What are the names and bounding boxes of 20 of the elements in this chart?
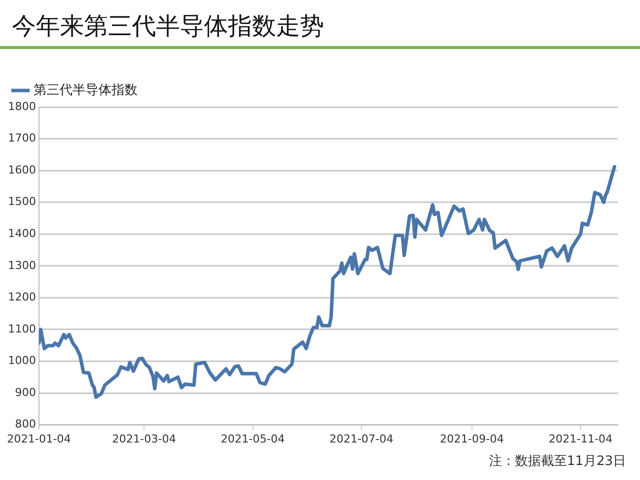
text: 注：数据截至11月23日: [488, 453, 626, 470]
x-tick-label: 2021-07-04: [329, 432, 394, 446]
x-tick-label: 2021-09-04: [440, 432, 504, 446]
y-tick-label: 1800: [8, 100, 36, 113]
x-tick-label: 2021-05-04: [220, 432, 285, 446]
y-tick-label: 1400: [8, 226, 36, 240]
y-tick-label: 1000: [8, 354, 36, 368]
x-tick-label: 2021-01-04: [6, 432, 71, 446]
legend-label: 第三代半导体指数: [34, 82, 138, 98]
y-tick-label: 900: [14, 386, 36, 399]
chart-title: 今年来第三代半导体指数走势: [12, 11, 324, 42]
x-tick-label: 2021-03-04: [112, 432, 176, 446]
y-tick-label: 1300: [8, 258, 36, 272]
y-tick-label: 1500: [8, 195, 36, 208]
x-tick-label: 2021-11-04: [548, 432, 613, 446]
y-tick-label: 1100: [8, 322, 36, 336]
y-tick-label: 1700: [8, 132, 36, 145]
y-tick-label: 1600: [8, 163, 36, 176]
y-tick-label: 1200: [8, 290, 36, 304]
y-tick-label: 800: [14, 418, 36, 431]
